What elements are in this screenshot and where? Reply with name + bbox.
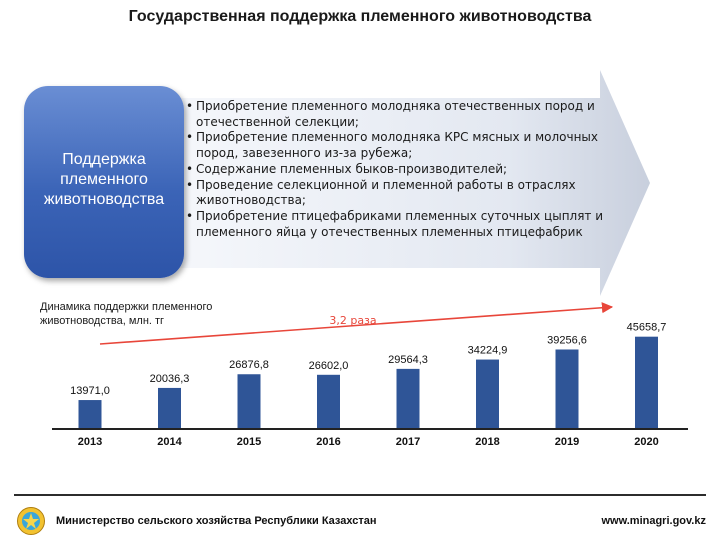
footer-website-link[interactable]: www.minagri.gov.kz: [601, 515, 706, 527]
trend-arrow: [99, 302, 614, 345]
bar-value-label: 26876,8: [229, 359, 269, 371]
bar-value-label: 39256,6: [547, 334, 587, 346]
bar-2019: [555, 349, 579, 428]
bar-2014: [158, 387, 181, 428]
bar-2018: [476, 359, 499, 428]
x-tick-label: 2015: [237, 436, 261, 448]
bar-value-label: 13971,0: [70, 385, 110, 397]
bar-value-label: 29564,3: [388, 354, 428, 366]
x-tick-label: 2018: [475, 436, 499, 448]
support-box: [24, 86, 184, 278]
x-tick-label: 2013: [78, 436, 102, 448]
x-tick-label: 2019: [555, 436, 579, 448]
bar-2015: [237, 374, 261, 428]
bullet-item: Проведение селекционной и племенной рабо…: [186, 178, 616, 209]
bullet-item: Приобретение птицефабриками племенных су…: [186, 209, 616, 240]
x-tick-label: 2014: [157, 436, 182, 448]
bar-2017: [396, 368, 420, 428]
bullet-item: Приобретение племенного молодняка КРС мя…: [186, 130, 616, 161]
footer-ministry: Министерство сельского хозяйства Республ…: [56, 515, 377, 527]
bullet-item: Содержание племенных быков-производителе…: [186, 162, 616, 178]
state-emblem-icon: [17, 507, 45, 535]
bar-chart: 13971,0 2013 20036,3 2014 26876,8 2015 26602,0…: [52, 302, 688, 448]
bar-2013: [78, 400, 102, 428]
bar-2020: [635, 336, 658, 428]
support-bullet-list: Приобретение племенного молодняка отечес…: [186, 99, 616, 240]
growth-annotation: 3,2 раза: [329, 314, 376, 327]
footer-divider: [14, 494, 706, 496]
bullet-item: Приобретение племенного молодняка отечес…: [186, 99, 616, 130]
bar-value-label: 26602,0: [309, 360, 349, 372]
x-tick-label: 2016: [316, 436, 340, 448]
bar-2016: [317, 374, 340, 428]
page-title: Государственная поддержка племенного жив…: [128, 8, 592, 25]
bar-value-label: 45658,7: [627, 322, 667, 334]
x-tick-label: 2020: [634, 436, 658, 448]
bar-value-label: 20036,3: [150, 373, 190, 385]
chart-title: Динамика поддержки племенного животновод…: [40, 301, 213, 327]
x-tick-label: 2017: [396, 436, 420, 448]
support-box-label: Поддержка племенного животноводства: [43, 151, 165, 208]
bar-value-label: 34224,9: [468, 345, 508, 357]
